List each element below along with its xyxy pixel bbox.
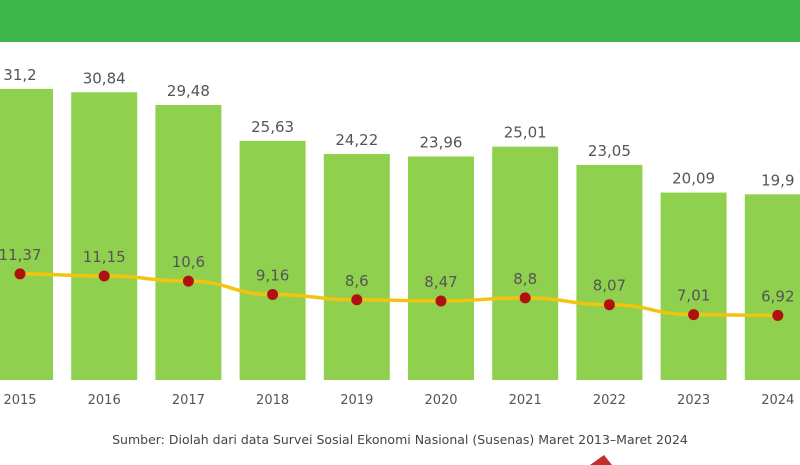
bar-value-label-2016: 30,84 (83, 69, 126, 87)
bar-2015 (0, 88, 53, 381)
line-point-2019 (351, 294, 363, 306)
x-tick-2016: 2016 (88, 393, 121, 408)
bar-2018 (239, 140, 306, 380)
x-tick-2017: 2017 (172, 393, 205, 408)
x-tick-2015: 2015 (3, 393, 36, 408)
line-point-2018 (267, 289, 279, 301)
x-tick-2022: 2022 (593, 393, 626, 408)
bar-2019 (323, 154, 390, 380)
bar-2024 (744, 194, 800, 380)
x-axis-ticks: 2015 2016 2017 2018 2019 2020 2021 2022 2023 2024 (3, 393, 794, 408)
bar-2020 (408, 156, 474, 380)
line-point-2024 (772, 309, 784, 321)
line-value-label-2017: 10,6 (172, 253, 205, 271)
line-layer (14, 268, 784, 321)
bars-layer (0, 88, 800, 381)
bar-value-label-2018: 25,63 (251, 118, 294, 136)
top-header-band (0, 0, 800, 42)
line-point-2015 (14, 268, 26, 280)
bar-value-label-2023: 20,09 (672, 170, 715, 188)
line-labels-layer: 11,37 11,15 10,6 9,16 8,6 8,47 8,8 8,07 7,01 6,92 (0, 246, 795, 306)
bar-2016 (71, 92, 138, 380)
source-note: Sumber: Diolah dari data Survei Sosial E… (112, 432, 688, 447)
bar-value-label-2020: 23,96 (420, 133, 463, 151)
line-value-label-2016: 11,15 (83, 248, 126, 266)
bar-2021 (492, 146, 559, 380)
x-tick-2020: 2020 (424, 393, 457, 408)
bar-2023 (660, 192, 727, 380)
line-point-2021 (519, 292, 531, 304)
line-point-2017 (182, 275, 194, 287)
line-point-2020 (435, 295, 447, 307)
bar-2017 (155, 104, 222, 380)
line-value-label-2018: 9,16 (256, 267, 289, 285)
bar-2022 (576, 164, 643, 380)
line-point-2022 (603, 299, 615, 311)
line-value-label-2023: 7,01 (677, 287, 710, 305)
x-tick-2019: 2019 (340, 393, 373, 408)
bar-labels-layer: 31,2 30,84 29,48 25,63 24,22 23,96 25,01 23,05 2… (3, 66, 794, 189)
x-tick-2018: 2018 (256, 393, 289, 408)
line-series-path (18, 272, 780, 318)
line-point-2023 (688, 309, 700, 321)
line-value-label-2015: 11,37 (0, 246, 41, 264)
line-value-label-2022: 8,07 (593, 277, 626, 295)
bar-value-label-2024: 19,9 (761, 171, 794, 189)
x-tick-2023: 2023 (677, 393, 710, 408)
bar-value-label-2015: 31,2 (3, 66, 36, 84)
line-value-label-2024: 6,92 (761, 287, 794, 305)
line-value-label-2021: 8,8 (513, 270, 537, 288)
corner-logo-fragment (590, 455, 612, 465)
x-tick-2024: 2024 (761, 393, 794, 408)
bar-value-label-2021: 25,01 (504, 124, 547, 142)
x-tick-2021: 2021 (509, 393, 542, 408)
line-point-2016 (98, 270, 110, 282)
line-value-label-2020: 8,47 (424, 273, 457, 291)
bar-value-label-2017: 29,48 (167, 82, 210, 100)
bar-value-label-2019: 24,22 (335, 131, 378, 149)
bar-value-label-2022: 23,05 (588, 142, 631, 160)
line-value-label-2019: 8,6 (345, 272, 369, 290)
